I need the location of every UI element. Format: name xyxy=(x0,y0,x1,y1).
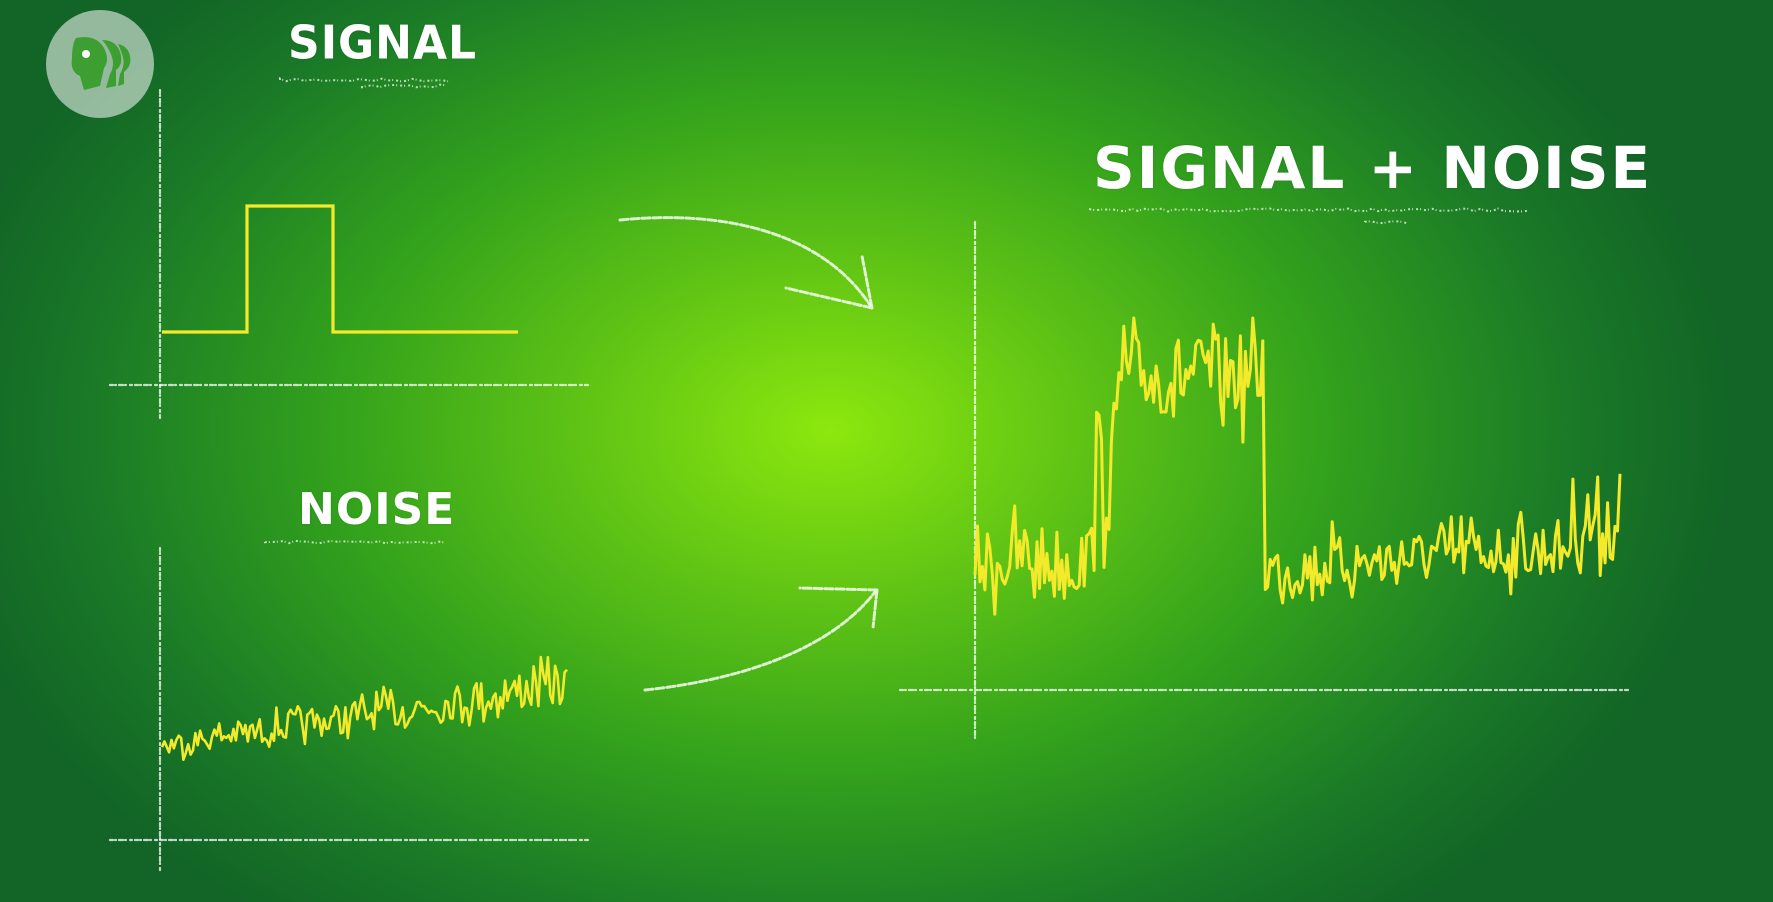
combined-underline xyxy=(1089,207,1529,213)
noise-underline xyxy=(264,539,446,545)
trace-layer xyxy=(160,204,1622,761)
signal-label: SIGNAL xyxy=(288,16,478,71)
top-arrowhead xyxy=(784,254,874,310)
chalk-layer xyxy=(108,76,1632,874)
signal-plus-noise-trace xyxy=(973,316,1622,616)
combined-underline-2 xyxy=(1364,220,1408,225)
pbs-logo-icon xyxy=(46,10,154,118)
bottom-arrow-curve xyxy=(643,590,877,692)
signal-pulse-trace xyxy=(162,204,518,334)
bottom-arrowhead xyxy=(798,586,879,630)
noise-label: NOISE xyxy=(298,484,456,535)
signal-underline-2 xyxy=(361,83,447,89)
noise-trace xyxy=(160,655,568,761)
signal-plus-noise-label: SIGNAL + NOISE xyxy=(1093,134,1653,202)
signal-underline xyxy=(279,76,449,83)
top-arrow-curve xyxy=(618,216,872,307)
